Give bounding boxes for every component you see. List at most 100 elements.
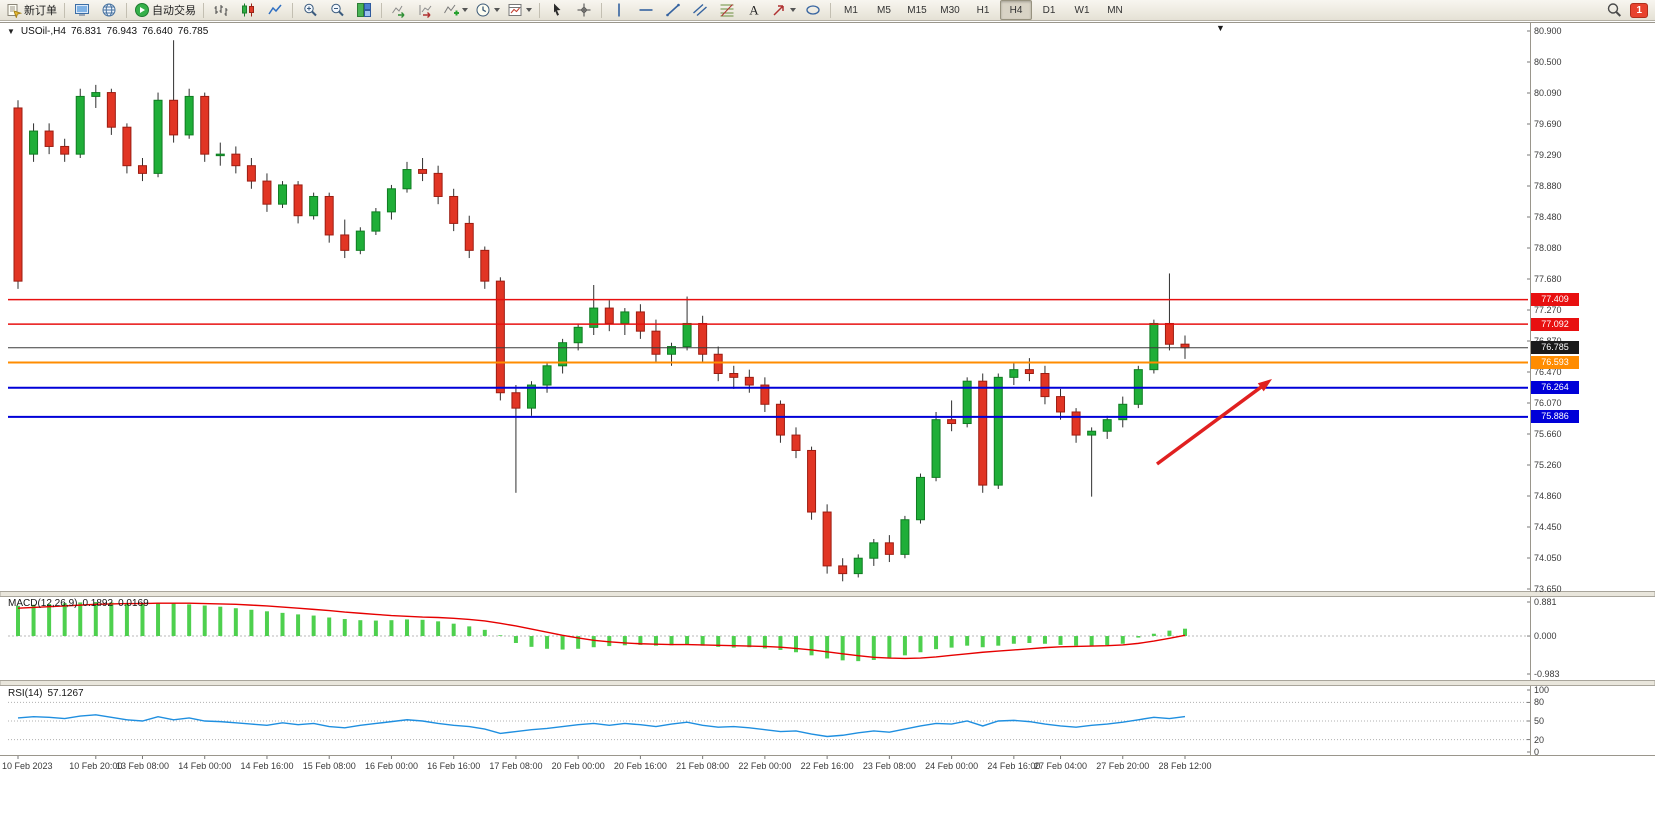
- toolbar-separator: [601, 2, 602, 18]
- candle: [278, 184, 288, 205]
- candle: [44, 130, 54, 147]
- hline-icon: [638, 2, 654, 18]
- market-watch-button[interactable]: [69, 0, 95, 20]
- bars-icon: [213, 2, 229, 18]
- timeframe-h1[interactable]: H1: [976, 4, 990, 16]
- candle: [542, 365, 552, 386]
- timeframe-mn[interactable]: MN: [1107, 4, 1123, 16]
- trendline-icon: [665, 2, 681, 18]
- fibo-icon: [719, 2, 735, 18]
- channel-button[interactable]: [687, 0, 713, 20]
- autotrade-icon: [134, 2, 150, 18]
- panel-separator[interactable]: [0, 680, 1655, 686]
- cursor-button[interactable]: [544, 0, 570, 20]
- chevron-down-icon: [462, 8, 468, 12]
- chevron-down-icon: [494, 8, 500, 12]
- candle: [153, 99, 163, 174]
- candle: [1180, 343, 1190, 349]
- candle: [340, 234, 350, 251]
- timeframe-d1[interactable]: D1: [1042, 4, 1056, 16]
- cursor-icon: [549, 2, 565, 18]
- notification-badge[interactable]: 1: [1630, 2, 1648, 18]
- candles-icon: [240, 2, 256, 18]
- candle: [60, 145, 70, 155]
- templates-button[interactable]: [504, 0, 535, 20]
- vertical-line-button[interactable]: [606, 0, 632, 20]
- auto-trading-button-label: 自动交易: [152, 5, 196, 17]
- candle: [1087, 430, 1097, 436]
- tile-windows-button[interactable]: [351, 0, 377, 20]
- candlestick-series: [13, 40, 1190, 582]
- candle: [449, 195, 459, 224]
- chevron-down-icon: [790, 8, 796, 12]
- chart-area[interactable]: [0, 22, 1655, 823]
- candle: [1040, 372, 1050, 398]
- candlestick-chart-button[interactable]: [235, 0, 261, 20]
- candle: [13, 107, 23, 282]
- timeframe-w1[interactable]: W1: [1074, 4, 1090, 16]
- toolbar-separator: [381, 2, 382, 18]
- horizontal-line-button[interactable]: [633, 0, 659, 20]
- trendline-button[interactable]: [660, 0, 686, 20]
- arrows-button[interactable]: [768, 0, 799, 20]
- shapes-button[interactable]: [800, 0, 826, 20]
- zoom-out-button[interactable]: [324, 0, 350, 20]
- candle: [480, 249, 490, 282]
- candle: [106, 92, 116, 128]
- candle: [1024, 369, 1034, 374]
- crosshair-button[interactable]: [571, 0, 597, 20]
- candle: [962, 380, 972, 425]
- timeframe-m15[interactable]: M15: [907, 4, 927, 16]
- candle: [807, 449, 817, 513]
- candle: [402, 169, 412, 190]
- candle: [418, 169, 428, 174]
- candle: [75, 95, 85, 155]
- clock-icon: [475, 2, 491, 18]
- trend-arrow-head[interactable]: [1257, 379, 1272, 392]
- shapes-icon: [805, 2, 821, 18]
- candle: [698, 322, 708, 355]
- candle: [495, 280, 505, 394]
- candle: [200, 95, 210, 155]
- linechart-icon: [267, 2, 283, 18]
- zoom-in-button[interactable]: [297, 0, 323, 20]
- autoscroll-icon: [391, 2, 407, 18]
- fibonacci-button[interactable]: [714, 0, 740, 20]
- timeframe-m30[interactable]: M30: [940, 4, 960, 16]
- candle: [651, 330, 661, 355]
- new-order-button[interactable]: 新订单: [3, 0, 60, 20]
- candle: [729, 372, 739, 378]
- candle: [231, 153, 241, 167]
- candle: [713, 353, 723, 374]
- candle: [993, 376, 1003, 486]
- data-window-button[interactable]: [96, 0, 122, 20]
- periods-button[interactable]: [472, 0, 503, 20]
- candle: [635, 311, 645, 332]
- bar-chart-button[interactable]: [208, 0, 234, 20]
- auto-trading-button[interactable]: 自动交易: [131, 0, 199, 20]
- timeframe-m5[interactable]: M5: [877, 4, 891, 16]
- timeframe-h4[interactable]: H4: [1000, 0, 1032, 20]
- channel-icon: [692, 2, 708, 18]
- search-button[interactable]: [1601, 0, 1627, 20]
- auto-scroll-button[interactable]: [386, 0, 412, 20]
- text-button[interactable]: A: [741, 0, 767, 20]
- candle: [775, 403, 785, 436]
- candle: [744, 376, 754, 386]
- line-chart-button[interactable]: [262, 0, 288, 20]
- timeframe-m1[interactable]: M1: [844, 4, 858, 16]
- shift-icon: [418, 2, 434, 18]
- candle: [184, 95, 194, 136]
- candle: [122, 126, 132, 167]
- panel-separator[interactable]: [0, 591, 1655, 597]
- candle: [246, 165, 256, 182]
- vline-icon: [611, 2, 627, 18]
- zoom-out-icon: [329, 2, 345, 18]
- arrows-icon: [771, 2, 787, 18]
- trend-arrow[interactable]: [1155, 383, 1265, 466]
- chart-shift-button[interactable]: [413, 0, 439, 20]
- candle: [869, 542, 879, 559]
- indicators-button[interactable]: [440, 0, 471, 20]
- new-order-icon: [6, 2, 22, 18]
